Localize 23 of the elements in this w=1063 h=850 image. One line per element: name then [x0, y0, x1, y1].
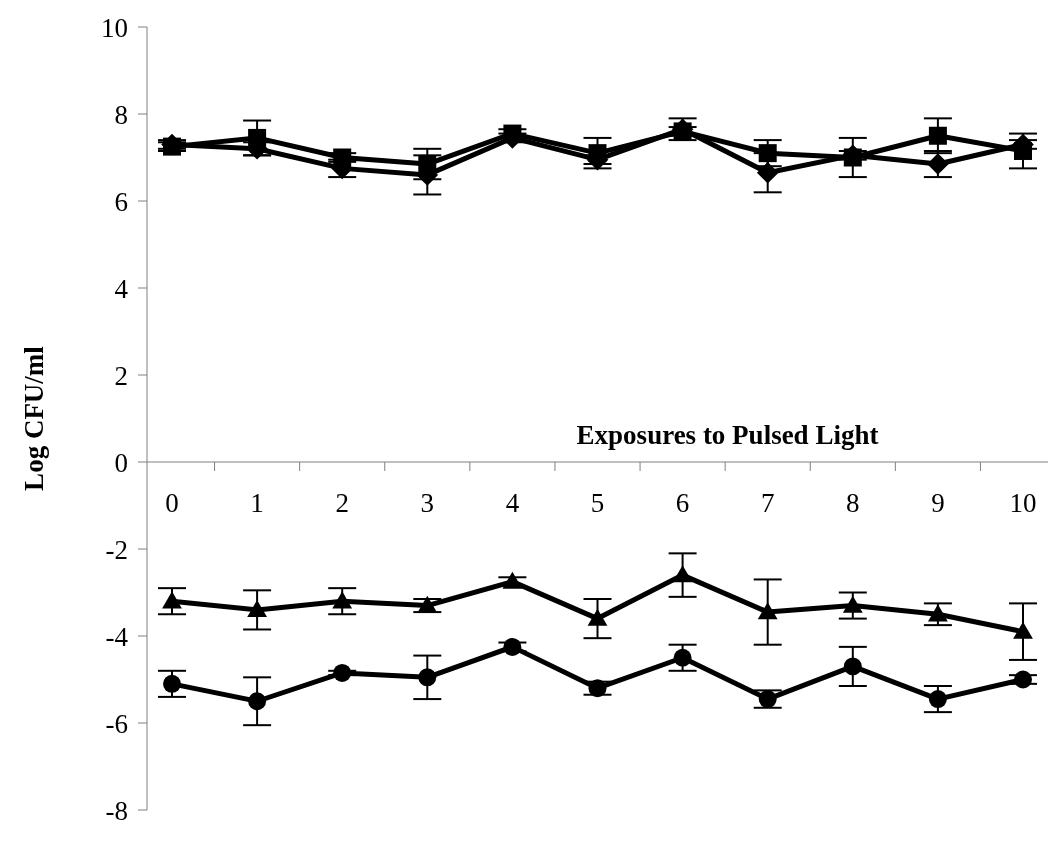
y-tick-label: 2: [114, 360, 128, 391]
x-tick-label: 5: [590, 488, 605, 518]
x-tick-label: 8: [846, 488, 860, 518]
x-tick-label: 3: [420, 488, 435, 518]
y-tick-label: 6: [114, 186, 128, 217]
x-tick-label: 7: [760, 488, 775, 518]
y-tick-label: 8: [114, 99, 128, 130]
y-tick-label: 4: [114, 273, 129, 304]
x-tick-label: 9: [931, 488, 945, 518]
x-tick-label: 1: [250, 488, 264, 518]
x-tick-label: 0: [165, 488, 179, 518]
y-axis-title: Log CFU/ml: [18, 345, 49, 491]
x-tick-label: 10: [1009, 488, 1037, 518]
y-tick-label: 10: [101, 12, 128, 43]
x-tick-label: 6: [675, 488, 690, 518]
y-tick-label: 0: [114, 447, 128, 478]
y-tick-label: -4: [105, 621, 129, 652]
x-axis-title: Exposures to Pulsed Light: [575, 420, 880, 451]
y-tick-label: -8: [105, 795, 128, 826]
x-tick-label: 2: [335, 488, 349, 518]
y-tick-label: -2: [105, 534, 128, 565]
x-tick-label: 4: [505, 488, 520, 518]
y-tick-label: -6: [105, 708, 128, 739]
